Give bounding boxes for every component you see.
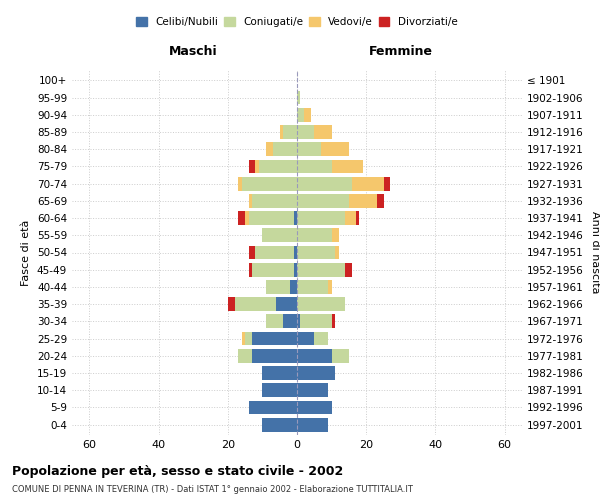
Bar: [297, 246, 335, 260]
Bar: [297, 298, 346, 311]
Bar: [346, 263, 352, 276]
Y-axis label: Fasce di età: Fasce di età: [22, 220, 31, 286]
Bar: [293, 246, 297, 260]
Bar: [297, 211, 346, 225]
Bar: [252, 349, 297, 362]
Bar: [245, 211, 248, 225]
Bar: [238, 211, 245, 225]
Legend: Celibi/Nubili, Coniugati/e, Vedovi/e, Divorziati/e: Celibi/Nubili, Coniugati/e, Vedovi/e, Di…: [132, 13, 462, 32]
Bar: [352, 176, 383, 190]
Bar: [297, 142, 321, 156]
Bar: [242, 332, 245, 345]
Bar: [346, 211, 356, 225]
Bar: [301, 314, 332, 328]
Y-axis label: Anni di nascita: Anni di nascita: [590, 211, 600, 294]
Bar: [248, 246, 256, 260]
Text: COMUNE DI PENNA IN TEVERINA (TR) - Dati ISTAT 1° gennaio 2002 - Elaborazione TUT: COMUNE DI PENNA IN TEVERINA (TR) - Dati …: [12, 485, 413, 494]
Bar: [304, 108, 311, 122]
Bar: [266, 280, 290, 294]
Text: Maschi: Maschi: [169, 45, 217, 58]
Bar: [252, 194, 297, 207]
Bar: [297, 90, 301, 104]
Bar: [297, 314, 301, 328]
Bar: [262, 366, 297, 380]
Bar: [321, 142, 349, 156]
Bar: [297, 418, 328, 432]
Bar: [266, 142, 273, 156]
Bar: [290, 280, 297, 294]
Bar: [293, 263, 297, 276]
Bar: [235, 298, 276, 311]
Bar: [248, 263, 252, 276]
Bar: [266, 314, 283, 328]
Bar: [245, 332, 252, 345]
Bar: [332, 314, 335, 328]
Bar: [238, 349, 252, 362]
Bar: [262, 384, 297, 397]
Bar: [228, 298, 235, 311]
Bar: [248, 160, 256, 173]
Bar: [283, 125, 297, 139]
Bar: [283, 314, 297, 328]
Bar: [297, 400, 332, 414]
Bar: [332, 228, 338, 242]
Bar: [297, 228, 332, 242]
Text: Femmine: Femmine: [369, 45, 433, 58]
Bar: [252, 332, 297, 345]
Bar: [262, 418, 297, 432]
Bar: [332, 349, 349, 362]
Bar: [242, 176, 297, 190]
Bar: [297, 349, 332, 362]
Bar: [332, 160, 363, 173]
Bar: [383, 176, 391, 190]
Bar: [259, 160, 297, 173]
Bar: [297, 176, 352, 190]
Bar: [276, 298, 297, 311]
Bar: [238, 176, 242, 190]
Bar: [356, 211, 359, 225]
Bar: [248, 211, 293, 225]
Bar: [297, 384, 328, 397]
Bar: [248, 400, 297, 414]
Bar: [314, 332, 328, 345]
Bar: [248, 194, 252, 207]
Bar: [297, 332, 314, 345]
Bar: [297, 125, 314, 139]
Bar: [297, 366, 335, 380]
Bar: [297, 108, 304, 122]
Bar: [377, 194, 383, 207]
Bar: [262, 228, 297, 242]
Bar: [297, 160, 332, 173]
Bar: [349, 194, 377, 207]
Bar: [252, 263, 293, 276]
Text: Popolazione per età, sesso e stato civile - 2002: Popolazione per età, sesso e stato civil…: [12, 465, 343, 478]
Bar: [297, 194, 349, 207]
Bar: [314, 125, 332, 139]
Bar: [297, 280, 328, 294]
Bar: [293, 211, 297, 225]
Bar: [280, 125, 283, 139]
Bar: [256, 246, 293, 260]
Bar: [335, 246, 338, 260]
Bar: [297, 263, 346, 276]
Bar: [256, 160, 259, 173]
Bar: [273, 142, 297, 156]
Bar: [328, 280, 332, 294]
